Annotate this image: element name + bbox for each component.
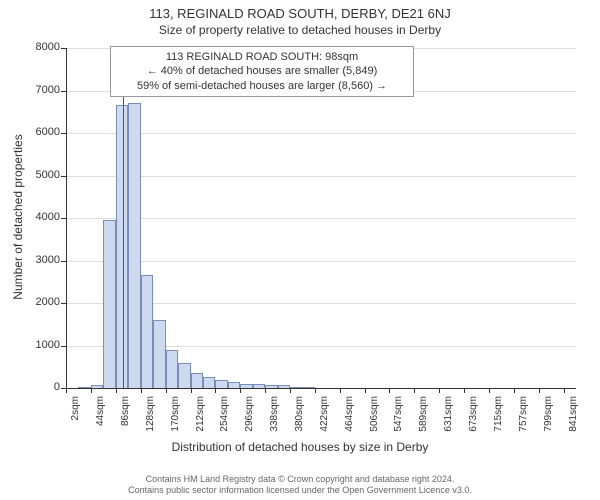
x-tick-label: 547sqm (393, 396, 404, 436)
y-tick-label: 4000 (20, 211, 60, 223)
y-axis (66, 48, 67, 388)
histogram-bar (128, 103, 140, 388)
property-marker-line (123, 48, 125, 388)
x-tick-label: 506sqm (369, 396, 380, 436)
x-tick-label: 673sqm (468, 396, 479, 436)
x-tick-label: 464sqm (344, 396, 355, 436)
x-tick (315, 388, 316, 393)
x-tick (439, 388, 440, 393)
info-line-2: ← 40% of detached houses are smaller (5,… (117, 64, 407, 78)
y-tick-label: 2000 (20, 296, 60, 308)
y-tick-label: 6000 (20, 126, 60, 138)
info-box: 113 REGINALD ROAD SOUTH: 98sqm ← 40% of … (110, 46, 414, 97)
x-tick (215, 388, 216, 393)
histogram-bar (203, 377, 215, 388)
info-line-3: 59% of semi-detached houses are larger (… (117, 79, 407, 93)
x-tick-label: 422sqm (319, 396, 330, 436)
histogram-bar (153, 320, 165, 388)
y-tick-label: 0 (20, 381, 60, 393)
x-tick-label: 128sqm (145, 396, 156, 436)
x-tick-label: 589sqm (418, 396, 429, 436)
x-tick (539, 388, 540, 393)
x-axis-label: Distribution of detached houses by size … (0, 440, 600, 454)
x-tick-label: 380sqm (294, 396, 305, 436)
x-tick (191, 388, 192, 393)
histogram-bar (166, 350, 178, 388)
x-tick-label: 799sqm (543, 396, 554, 436)
x-tick-label: 296sqm (244, 396, 255, 436)
x-tick (91, 388, 92, 393)
grid-line (66, 133, 576, 134)
page-title: 113, REGINALD ROAD SOUTH, DERBY, DE21 6N… (0, 0, 600, 21)
grid-line (66, 261, 576, 262)
x-tick (116, 388, 117, 393)
x-tick-label: 757sqm (518, 396, 529, 436)
x-tick (365, 388, 366, 393)
x-tick-label: 254sqm (219, 396, 230, 436)
x-tick-label: 44sqm (95, 396, 106, 436)
histogram-bar (191, 373, 203, 388)
x-tick-label: 338sqm (269, 396, 280, 436)
grid-line (66, 218, 576, 219)
y-tick-label: 1000 (20, 339, 60, 351)
x-tick-label: 715sqm (493, 396, 504, 436)
x-tick-label: 170sqm (170, 396, 181, 436)
histogram-bar (103, 220, 115, 388)
grid-line (66, 176, 576, 177)
histogram-bar (178, 363, 190, 389)
x-tick (340, 388, 341, 393)
x-tick (414, 388, 415, 393)
x-axis (66, 388, 576, 389)
x-tick (240, 388, 241, 393)
x-tick (141, 388, 142, 393)
x-tick-label: 631sqm (443, 396, 454, 436)
x-tick (66, 388, 67, 393)
chart-container: 113, REGINALD ROAD SOUTH, DERBY, DE21 6N… (0, 0, 600, 500)
plot-area (66, 48, 576, 388)
x-tick (389, 388, 390, 393)
x-tick (166, 388, 167, 393)
x-tick (489, 388, 490, 393)
x-tick (290, 388, 291, 393)
footer-line-2: Contains public sector information licen… (0, 485, 600, 496)
footer-attribution: Contains HM Land Registry data © Crown c… (0, 474, 600, 496)
y-tick-label: 3000 (20, 254, 60, 266)
x-tick-label: 212sqm (195, 396, 206, 436)
y-tick-label: 7000 (20, 84, 60, 96)
x-tick-label: 841sqm (568, 396, 579, 436)
x-tick-label: 2sqm (70, 396, 81, 436)
page-subtitle: Size of property relative to detached ho… (0, 21, 600, 41)
x-tick (514, 388, 515, 393)
histogram-bar (215, 380, 227, 388)
x-tick-label: 86sqm (120, 396, 131, 436)
x-tick (564, 388, 565, 393)
y-tick-label: 5000 (20, 169, 60, 181)
histogram-bar (141, 275, 153, 388)
x-tick (265, 388, 266, 393)
x-tick (464, 388, 465, 393)
y-tick-label: 8000 (20, 41, 60, 53)
footer-line-1: Contains HM Land Registry data © Crown c… (0, 474, 600, 485)
info-line-1: 113 REGINALD ROAD SOUTH: 98sqm (117, 50, 407, 64)
